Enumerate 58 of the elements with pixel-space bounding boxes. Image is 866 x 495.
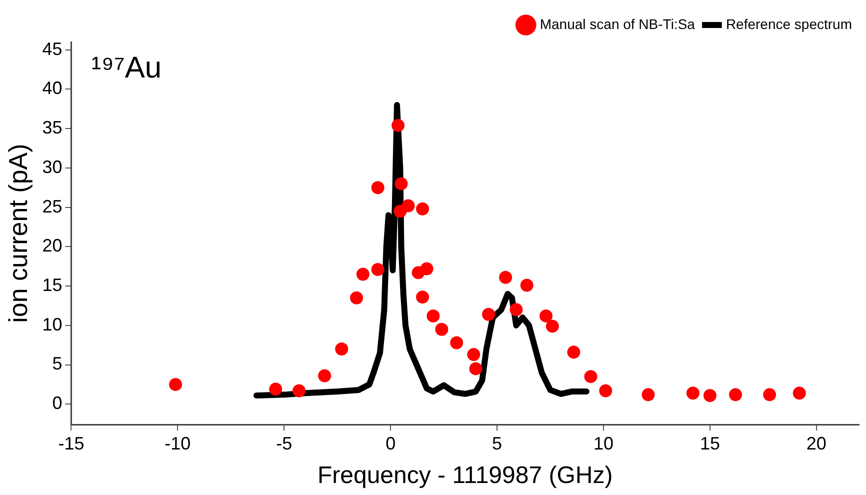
y-tick-label: 20 xyxy=(42,236,62,256)
x-tick-label: -15 xyxy=(58,433,84,454)
point xyxy=(499,270,512,284)
y-axis-title: ion current (pA) xyxy=(2,144,33,323)
point xyxy=(729,388,742,402)
x-tick-label: 5 xyxy=(492,433,502,454)
point xyxy=(467,348,480,362)
x-tick-label: 15 xyxy=(700,433,720,454)
point xyxy=(356,268,370,281)
point xyxy=(520,278,534,292)
y-tick-label: 10 xyxy=(42,314,62,334)
point xyxy=(420,262,434,276)
point xyxy=(599,384,612,398)
x-tick-label: -5 xyxy=(276,433,292,454)
x-tick-label: 0 xyxy=(386,433,396,454)
y-tick-label: 0 xyxy=(52,393,62,414)
point xyxy=(292,384,306,398)
y-tick-label: 45 xyxy=(42,38,62,59)
point xyxy=(435,322,448,336)
point xyxy=(792,386,806,400)
point xyxy=(763,388,776,402)
x-tick-label: -10 xyxy=(164,433,191,454)
point xyxy=(318,369,332,382)
point xyxy=(416,202,430,216)
x-axis-title: Frequency - 1119987 (GHz) xyxy=(317,462,613,490)
point xyxy=(642,388,655,402)
point xyxy=(169,378,182,391)
x-tick-label: 10 xyxy=(593,433,614,454)
legend-label: Manual scan of NB-Ti:Sa xyxy=(540,16,696,32)
point xyxy=(371,263,384,276)
point xyxy=(540,309,553,322)
point xyxy=(394,177,408,190)
annotation: ¹⁹⁷Au xyxy=(91,51,162,84)
point xyxy=(469,362,482,376)
y-tick-label: 25 xyxy=(42,196,62,216)
point xyxy=(350,291,364,304)
point xyxy=(546,320,559,333)
y-tick-label: 35 xyxy=(42,118,62,138)
point xyxy=(416,290,430,304)
y-tick-label: 40 xyxy=(42,78,62,98)
point xyxy=(426,309,440,322)
point xyxy=(392,118,405,132)
point xyxy=(584,370,598,384)
x-tick-label: 20 xyxy=(806,433,826,454)
point xyxy=(703,388,716,402)
point xyxy=(450,336,464,350)
point xyxy=(269,382,282,396)
point xyxy=(394,204,407,218)
y-tick-label: 5 xyxy=(52,354,62,374)
point xyxy=(335,342,348,356)
legend-label: Reference spectrum xyxy=(726,16,852,32)
point xyxy=(686,386,700,400)
y-tick-label: 30 xyxy=(42,156,62,177)
point xyxy=(567,346,580,359)
y-tick-label: 15 xyxy=(42,275,62,296)
point xyxy=(482,308,496,321)
point xyxy=(510,303,523,316)
point xyxy=(371,181,384,194)
